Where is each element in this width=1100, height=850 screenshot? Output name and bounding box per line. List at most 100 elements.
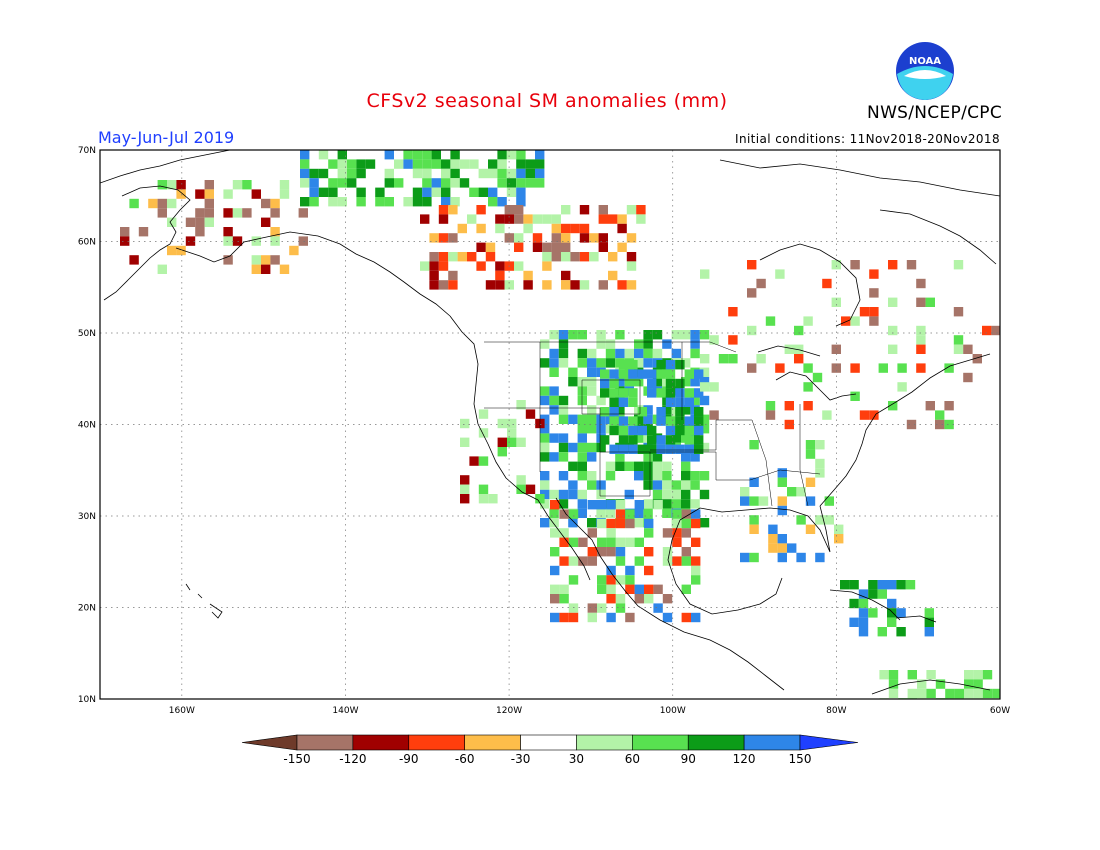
- anomaly-cell: [596, 414, 606, 424]
- anomaly-cell: [691, 612, 701, 623]
- anomaly-cell: [618, 369, 629, 379]
- anomaly-cell: [309, 187, 319, 197]
- anomaly-cell: [652, 377, 663, 387]
- lon-tick-label: 160W: [169, 706, 195, 716]
- anomaly-cell: [634, 584, 644, 594]
- anomaly-cell: [507, 428, 517, 438]
- anomaly-cell: [694, 369, 704, 379]
- anomaly-cell: [991, 325, 1000, 336]
- anomaly-cell: [516, 400, 526, 410]
- anomaly-cell: [558, 471, 569, 481]
- anomaly-cell: [681, 489, 691, 500]
- anomaly-cell: [540, 424, 550, 434]
- anomaly-cell: [699, 518, 710, 528]
- anomaly-cell: [318, 150, 329, 160]
- anomaly-cell: [300, 197, 310, 207]
- anomaly-cell: [803, 382, 813, 392]
- anomaly-cell: [628, 425, 638, 436]
- anomaly-cell: [157, 208, 167, 218]
- anomaly-cell: [578, 537, 588, 547]
- anomaly-cell: [634, 433, 644, 443]
- anomaly-cell: [600, 407, 610, 417]
- anomaly-cell: [898, 698, 908, 699]
- anomaly-cell: [615, 348, 625, 359]
- anomaly-cell: [568, 537, 579, 547]
- anomaly-cell: [176, 245, 186, 256]
- lat-tick-label: 30N: [78, 512, 96, 522]
- anomaly-cell: [634, 414, 644, 424]
- anomaly-cell: [605, 358, 616, 368]
- anomaly-cell: [662, 547, 673, 557]
- anomaly-cell: [157, 180, 167, 190]
- anomaly-cell: [605, 348, 616, 359]
- anomaly-cell: [868, 580, 878, 590]
- legend-swatch: [520, 734, 577, 751]
- anomaly-cell: [925, 401, 935, 411]
- initial-conditions-label: Initial conditions: 11Nov2018-20Nov2018: [735, 132, 1000, 146]
- anomaly-cell: [699, 367, 710, 377]
- anomaly-cell: [532, 233, 543, 243]
- anomaly-cell: [728, 354, 738, 364]
- anomaly-cell: [597, 518, 607, 529]
- anomaly-cell: [540, 499, 550, 509]
- anomaly-cell: [850, 391, 860, 401]
- anomaly-cell: [684, 444, 694, 454]
- anomaly-cell: [869, 307, 879, 317]
- anomaly-cell: [148, 198, 158, 209]
- anomaly-cell: [609, 388, 619, 398]
- anomaly-cell: [728, 335, 738, 345]
- anomaly-cell: [204, 208, 214, 218]
- anomaly-cell: [888, 260, 898, 270]
- anomaly-cell: [624, 377, 634, 387]
- anomaly-cell: [653, 500, 663, 510]
- anomaly-cell: [634, 377, 644, 387]
- anomaly-cell: [675, 378, 685, 389]
- anomaly-cell: [558, 348, 569, 359]
- anomaly-cell: [309, 178, 319, 188]
- anomaly-cell: [662, 499, 672, 509]
- anomaly-cell: [514, 205, 524, 215]
- anomaly-cell: [665, 388, 676, 398]
- anomaly-cell: [356, 159, 366, 169]
- anomaly-cell: [662, 612, 673, 623]
- anomaly-cell: [478, 187, 488, 197]
- anomaly-cell: [665, 369, 676, 379]
- anomaly-cell: [917, 688, 927, 699]
- anomaly-cell: [298, 236, 308, 246]
- anomaly-cell: [777, 543, 787, 553]
- anomaly-cell: [858, 589, 869, 599]
- anomaly-cell: [577, 442, 587, 453]
- anomaly-cell: [223, 227, 233, 237]
- anomaly-cell: [681, 556, 691, 566]
- anomaly-cell: [868, 608, 878, 618]
- anomaly-cell: [347, 178, 357, 188]
- anomaly-cell: [672, 537, 682, 547]
- anomaly-cell: [438, 214, 449, 224]
- anomaly-cell: [665, 416, 676, 426]
- anomaly-cell: [740, 487, 750, 497]
- anomaly-cell: [850, 316, 860, 326]
- anomaly-cell: [662, 556, 673, 566]
- anomaly-cell: [195, 208, 205, 218]
- anomaly-cell: [690, 348, 700, 359]
- anomaly-cell: [624, 489, 634, 500]
- anomaly-cell: [718, 354, 729, 364]
- anomaly-cell: [628, 444, 638, 454]
- anomaly-cell: [365, 159, 376, 169]
- anomaly-cell: [662, 461, 672, 471]
- anomaly-cell: [684, 416, 694, 426]
- anomaly-cell: [495, 223, 505, 234]
- anomaly-cell: [403, 197, 413, 207]
- anomaly-cell: [924, 617, 934, 627]
- anomaly-cell: [540, 442, 550, 453]
- anomaly-cell: [448, 270, 458, 281]
- anomaly-cell: [675, 416, 685, 426]
- anomaly-cell: [598, 280, 608, 290]
- anomaly-cell: [535, 159, 545, 169]
- anomaly-cell: [699, 377, 710, 387]
- anomaly-cell: [625, 612, 635, 623]
- anomaly-cell: [756, 278, 766, 289]
- anomaly-cell: [887, 598, 897, 609]
- anomaly-cell: [597, 603, 607, 613]
- legend-swatch: [743, 734, 801, 751]
